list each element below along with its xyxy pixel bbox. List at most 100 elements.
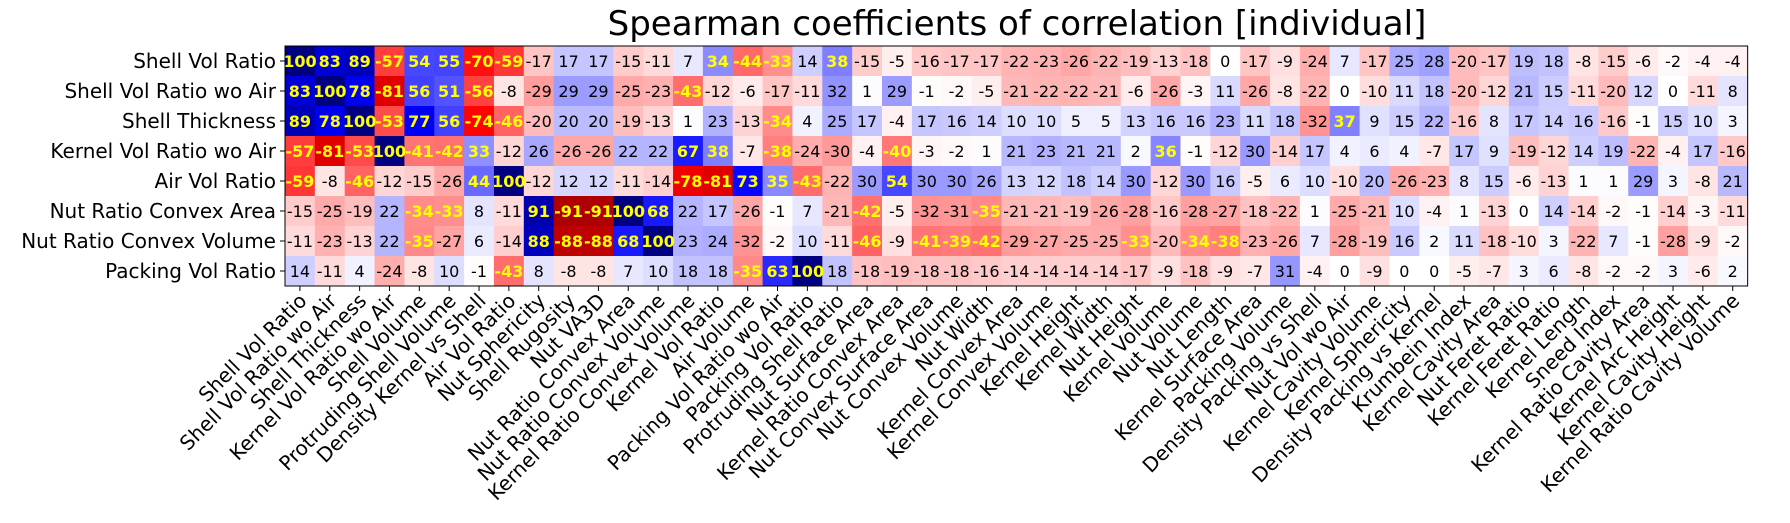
heatmap-cell [1299, 136, 1331, 167]
cell-value-label: -14 [1660, 202, 1686, 221]
cell-value-label: 30 [1126, 172, 1146, 191]
cell-value-label: -5 [889, 202, 905, 221]
cell-value-label: -8 [561, 262, 577, 281]
heatmap-cell [1120, 256, 1152, 287]
heatmap-cell [1031, 166, 1062, 197]
heatmap-cell [1150, 256, 1181, 287]
cell-value-label: -5 [1456, 262, 1472, 281]
cell-value-label: 1 [1608, 172, 1618, 191]
cell-value-label: 17 [1305, 142, 1325, 161]
cell-value-label: -12 [376, 172, 402, 191]
heatmap-cell [852, 196, 883, 227]
cell-value-label: -33 [763, 52, 792, 71]
heatmap-cell [1001, 196, 1032, 227]
heatmap-cell [643, 136, 674, 167]
cell-value-label: -5 [1247, 172, 1263, 191]
cell-value-label: 7 [802, 202, 812, 221]
heatmap-cell [583, 166, 614, 197]
cell-value-label: -22 [1093, 52, 1119, 71]
heatmap-cell [1687, 106, 1719, 137]
heatmap-cell [1210, 136, 1241, 167]
cell-value-label: 12 [1633, 82, 1653, 101]
heatmap-cell [434, 76, 465, 107]
heatmap-cell [1717, 226, 1749, 257]
heatmap-cell [1359, 166, 1390, 197]
heatmap-cell [344, 196, 375, 227]
heatmap-cell [1061, 256, 1092, 287]
heatmap-cell [1359, 196, 1390, 227]
heatmap-cell [852, 46, 883, 77]
cell-value-label: 21 [1006, 142, 1026, 161]
heatmap-cell [1031, 76, 1062, 107]
cell-value-label: 3 [1519, 262, 1529, 281]
cell-value-label: 68 [647, 202, 669, 221]
heatmap-cell [464, 256, 495, 287]
heatmap-cell [1180, 76, 1211, 107]
cell-value-label: 33 [468, 142, 490, 161]
heatmap-cell [374, 196, 405, 227]
heatmap-cell [971, 256, 1002, 287]
heatmap-cell [314, 106, 346, 137]
heatmap-cell [1419, 76, 1450, 107]
heatmap-cell [1419, 106, 1450, 137]
heatmap-cell [732, 226, 763, 257]
cell-value-label: 17 [1454, 142, 1474, 161]
heatmap-cell [1001, 106, 1032, 137]
heatmap-cell [1449, 196, 1480, 227]
cell-value-label: 23 [708, 112, 728, 131]
heatmap-cell [822, 166, 853, 197]
heatmap-cell [1240, 76, 1271, 107]
cell-value-label: 100 [283, 52, 316, 71]
cell-value-label: -16 [1720, 142, 1746, 161]
heatmap-cell [374, 76, 405, 107]
heatmap-cell [1449, 136, 1480, 167]
heatmap-cell [1628, 226, 1659, 257]
cell-value-label: 14 [1096, 172, 1116, 191]
heatmap-cell [643, 166, 674, 197]
cell-value-label: -9 [1277, 52, 1293, 71]
row-tick-label: Packing Vol Ratio [105, 259, 276, 283]
heatmap-cell [702, 106, 734, 137]
heatmap-cell [702, 136, 734, 167]
cell-value-label: -56 [465, 82, 494, 101]
heatmap-cell [1687, 136, 1719, 167]
cell-value-label: -43 [674, 82, 703, 101]
cell-value-label: -14 [1063, 262, 1089, 281]
heatmap-cell [762, 76, 793, 107]
cell-value-label: 89 [348, 52, 370, 71]
cell-value-label: -6 [740, 82, 756, 101]
heatmap-cell [493, 256, 525, 287]
cell-value-label: -25 [1093, 232, 1119, 251]
heatmap-cell [404, 256, 435, 287]
heatmap-cell [673, 196, 704, 227]
cell-value-label: 31 [1275, 262, 1295, 281]
cell-value-label: -20 [1153, 232, 1179, 251]
cell-value-label: 30 [1185, 172, 1205, 191]
heatmap-cell [1538, 136, 1569, 167]
cell-value-label: -46 [853, 232, 882, 251]
cell-value-label: -59 [285, 172, 314, 191]
cell-value-label: 15 [1663, 112, 1683, 131]
cell-value-label: -57 [375, 52, 404, 71]
cell-value-label: 18 [708, 262, 728, 281]
cell-value-label: 20 [558, 112, 578, 131]
heatmap-cell [314, 46, 346, 77]
heatmap-cell [643, 256, 674, 287]
cell-value-label: -1 [1187, 142, 1203, 161]
chart-title: Spearman coefficients of correlation [in… [608, 4, 1427, 44]
cell-value-label: -26 [1153, 82, 1179, 101]
heatmap-cell [822, 106, 853, 137]
heatmap-cell [1031, 46, 1062, 77]
heatmap-cell [732, 256, 763, 287]
plot-frame [284, 45, 1749, 287]
heatmap-cell [464, 196, 495, 227]
heatmap-cell [1628, 76, 1659, 107]
heatmap-cell [882, 46, 913, 77]
cell-value-label: 89 [289, 112, 311, 131]
cell-value-label: -81 [375, 82, 404, 101]
cell-value-label: -8 [1277, 82, 1293, 101]
heatmap-cell [941, 46, 972, 77]
heatmap-cell [523, 136, 555, 167]
heatmap-cell [822, 136, 853, 167]
